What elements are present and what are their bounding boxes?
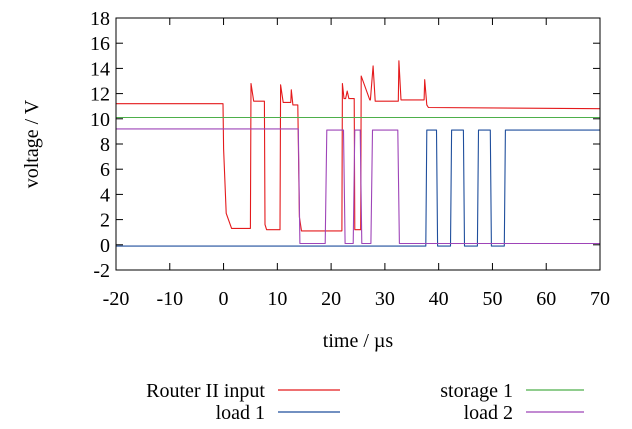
x-tick-label: 60 (536, 288, 556, 310)
y-tick-label: 2 (100, 210, 110, 232)
x-tick-label: 20 (321, 288, 341, 310)
y-tick-label: 8 (100, 134, 110, 156)
series-line-load-1 (116, 129, 600, 247)
y-axis-label: voltage / V (21, 99, 43, 188)
x-tick-label: 30 (375, 288, 395, 310)
x-tick-label: -10 (156, 288, 183, 310)
ticks-layer (115, 17, 601, 271)
y-tick-label: 10 (90, 109, 110, 131)
x-tick-label: 10 (267, 288, 287, 310)
x-tick-label: -20 (103, 288, 130, 310)
y-tick-label: 6 (100, 159, 110, 181)
y-tick-label: 14 (90, 58, 110, 80)
series-line-load-2 (116, 128, 600, 245)
series-line-router-ii-input (116, 60, 601, 232)
y-tick-label: 0 (100, 235, 110, 257)
legend-label: storage 1 (440, 380, 513, 402)
x-tick-label: 40 (429, 288, 449, 310)
series-layer (116, 60, 601, 247)
y-tick-label: 4 (100, 184, 110, 206)
legend-label: Router II input (146, 380, 265, 402)
y-tick-label: 12 (90, 84, 110, 106)
y-tick-label: -2 (93, 260, 110, 282)
legend-label: load 2 (464, 402, 513, 424)
x-tick-label: 0 (219, 288, 229, 310)
y-tick-label: 16 (90, 33, 110, 55)
y-tick-label: 18 (90, 8, 110, 30)
legend-label: load 1 (216, 402, 265, 424)
plot-frame (115, 17, 601, 271)
x-axis-label: time / µs (323, 330, 394, 352)
x-tick-label: 70 (590, 288, 610, 310)
x-tick-label: 50 (482, 288, 502, 310)
